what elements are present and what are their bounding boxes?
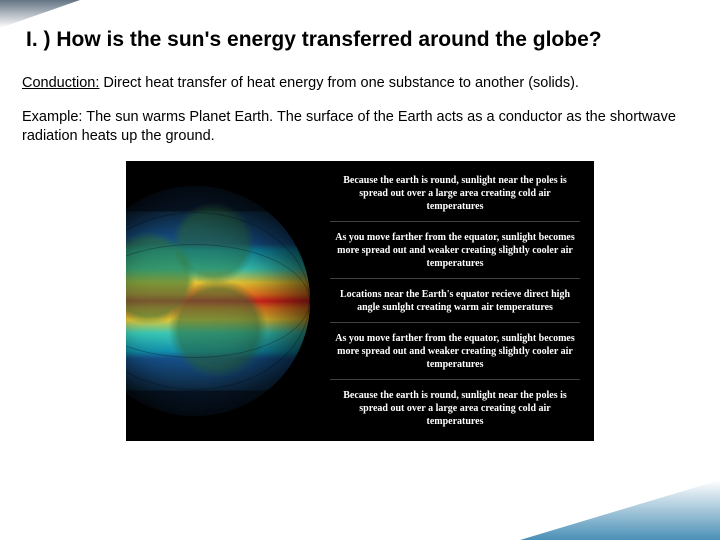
conduction-text: Direct heat transfer of heat energy from… [99,75,579,91]
caption-midlat-bottom: As you move farther from the equator, su… [326,329,584,374]
slide-title: I. ) How is the sun's energy transferred… [26,28,698,52]
caption-divider [330,278,580,279]
conduction-label: Conduction: [22,75,99,91]
earth-sunlight-diagram: Because the earth is round, sunlight nea… [126,161,594,441]
earth-globe [126,186,310,416]
caption-poles-bottom: Because the earth is round, sunlight nea… [326,386,584,431]
caption-equator: Locations near the Earth's equator recie… [326,285,584,317]
slide: I. ) How is the sun's energy transferred… [0,0,720,540]
caption-column: Because the earth is round, sunlight nea… [326,161,584,441]
corner-decor-bottom-right [520,480,720,540]
corner-decor-top-left [0,0,80,28]
caption-divider [330,379,580,380]
caption-divider [330,221,580,222]
example-text: Example: The sun warms Planet Earth. The… [22,108,698,147]
caption-midlat-top: As you move farther from the equator, su… [326,228,584,273]
caption-poles-top: Because the earth is round, sunlight nea… [326,171,584,216]
caption-divider [330,322,580,323]
conduction-definition: Conduction: Direct heat transfer of heat… [22,74,698,94]
